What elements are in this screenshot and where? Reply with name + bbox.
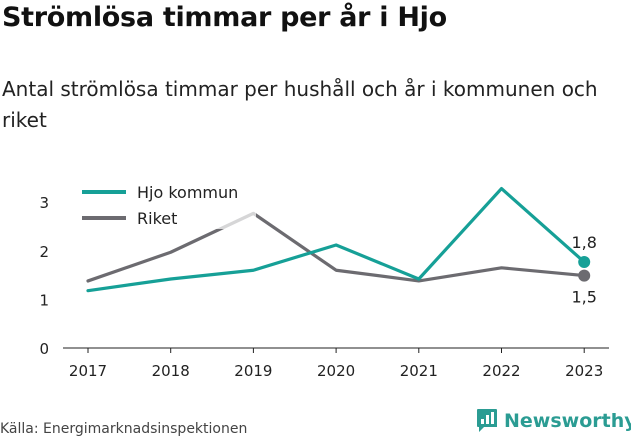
y-tick-label: 0 (39, 340, 49, 358)
x-tick-label: 2019 (234, 362, 272, 380)
series-line-hjo-kommun (86, 186, 586, 293)
x-tick-label: 2022 (482, 362, 520, 380)
x-tick-label: 2020 (317, 362, 355, 380)
series-end-point (578, 255, 591, 268)
legend-label: Hjo kommun (137, 183, 238, 202)
x-tick-label: 2023 (565, 362, 603, 380)
x-tick-label: 2021 (400, 362, 438, 380)
x-tick-label: 2018 (152, 362, 190, 380)
chart-subtitle: Antal strömlösa timmar per hushåll och å… (2, 77, 598, 132)
y-tick-label: 2 (39, 243, 49, 261)
brand-logo: Newsworthy (476, 408, 631, 433)
series-end-point (578, 269, 591, 282)
chart-title: Strömlösa timmar per år i Hjo (2, 2, 447, 33)
x-tick-label: 2017 (69, 362, 107, 380)
y-tick-label: 1 (39, 291, 49, 309)
y-tick-label: 3 (39, 194, 49, 212)
data-label: 1,5 (571, 288, 596, 307)
series-line-riket (86, 211, 586, 283)
data-label: 1,8 (571, 233, 596, 252)
brand-name: Newsworthy (504, 409, 631, 432)
source-note: Källa: Energimarknadsinspektionen (0, 421, 248, 437)
legend-label: Riket (137, 209, 177, 228)
newsworthy-chart-icon (477, 409, 497, 432)
